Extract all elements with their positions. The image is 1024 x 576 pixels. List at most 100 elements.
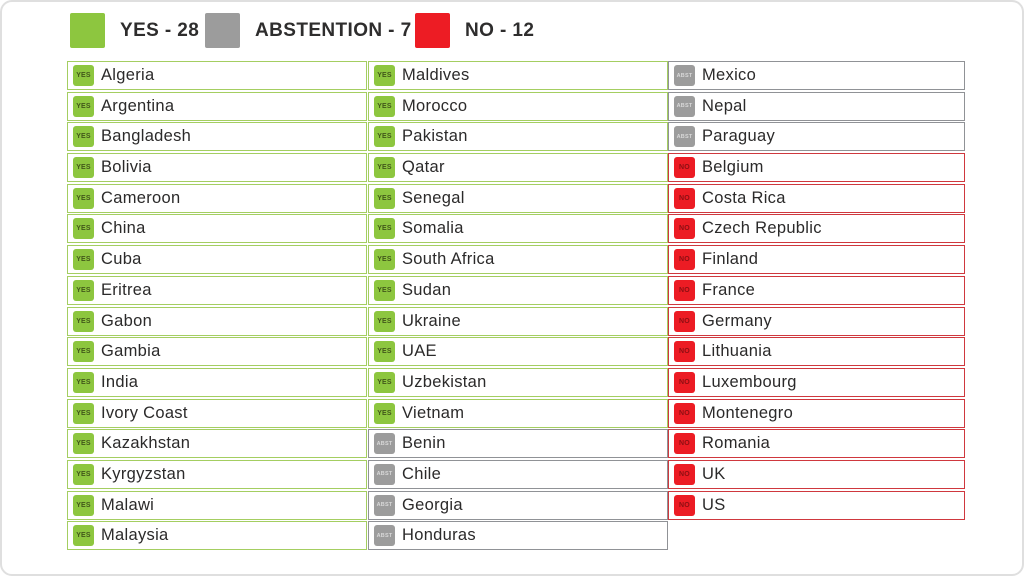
country-label: Nepal — [702, 96, 747, 115]
table-row: YES Uzbekistan — [368, 367, 668, 397]
legend-item-abstention: ABSTENTION - 7 — [205, 13, 412, 48]
table-row: NO Luxembourg — [668, 367, 965, 397]
table-row: YES Cuba — [67, 245, 367, 275]
table-row: YES Senegal — [368, 183, 668, 213]
table-row: YES China — [67, 214, 367, 244]
abst-vote-badge: ABST — [374, 525, 395, 547]
country-label: Algeria — [101, 66, 155, 84]
table-row: YES Kyrgyzstan — [67, 459, 367, 489]
no-color-swatch — [415, 13, 450, 48]
country-label: UK — [702, 464, 726, 483]
yes-vote-badge: YES — [374, 126, 395, 148]
country-label: Ukraine — [402, 311, 461, 330]
yes-vote-badge: YES — [73, 433, 94, 455]
table-row: YES Malaysia — [67, 521, 367, 551]
country-label: Cameroon — [101, 188, 181, 207]
yes-vote-badge: YES — [73, 65, 94, 86]
table-row: YES Pakistan — [368, 122, 668, 152]
country-label: Benin — [402, 434, 446, 453]
country-label: Gambia — [101, 342, 161, 361]
table-row: YES South Africa — [368, 245, 668, 275]
yes-vote-badge: YES — [73, 402, 94, 424]
table-row: NO Germany — [668, 306, 965, 336]
table-row: ABST Paraguay — [668, 122, 965, 152]
abst-vote-badge: ABST — [374, 463, 395, 485]
country-label: South Africa — [402, 250, 495, 269]
yes-vote-badge: YES — [73, 279, 94, 301]
yes-vote-badge: YES — [374, 402, 395, 424]
table-row: NO Costa Rica — [668, 183, 965, 213]
table-row: NO Finland — [668, 245, 965, 275]
yes-vote-badge: YES — [374, 218, 395, 240]
yes-vote-badge: YES — [374, 249, 395, 271]
yes-vote-badge: YES — [73, 341, 94, 363]
country-label: Senegal — [402, 188, 465, 207]
table-row: NO US — [668, 490, 965, 520]
table-row: YES Sudan — [368, 275, 668, 305]
yes-vote-badge: YES — [73, 463, 94, 485]
vote-column-1: YES Algeria YES Argentina YES Bangladesh YES Bo… — [67, 61, 367, 552]
country-label: Gabon — [101, 311, 153, 330]
table-row: ABST Benin — [368, 429, 668, 459]
vote-column-3: ABST Mexico ABST Nepal ABST Paraguay NO Belgium… — [668, 61, 965, 521]
table-row: YES Algeria — [67, 61, 367, 90]
yes-vote-badge: YES — [73, 525, 94, 547]
no-vote-badge: NO — [674, 187, 695, 209]
table-row: NO Lithuania — [668, 337, 965, 367]
yes-vote-badge: YES — [73, 249, 94, 271]
no-vote-badge: NO — [674, 249, 695, 271]
country-label: UAE — [402, 342, 437, 361]
legend-label-abstention: ABSTENTION - 7 — [255, 19, 412, 41]
country-label: Luxembourg — [702, 372, 797, 391]
table-row: YES India — [67, 367, 367, 397]
table-row: NO France — [668, 275, 965, 305]
legend: YES - 28 ABSTENTION - 7 NO - 12 — [0, 13, 1024, 49]
country-label: Kyrgyzstan — [101, 464, 186, 483]
table-row: ABST Georgia — [368, 490, 668, 520]
country-label: India — [101, 372, 139, 391]
table-row: NO Romania — [668, 429, 965, 459]
no-vote-badge: NO — [674, 402, 695, 424]
table-row: YES Kazakhstan — [67, 429, 367, 459]
yes-color-swatch — [70, 13, 105, 48]
table-row: YES Ukraine — [368, 306, 668, 336]
country-label: Georgia — [402, 495, 463, 514]
table-row: YES Gambia — [67, 337, 367, 367]
country-label: Uzbekistan — [402, 372, 487, 391]
yes-vote-badge: YES — [73, 371, 94, 393]
yes-vote-badge: YES — [73, 218, 94, 240]
country-label: Malawi — [101, 495, 155, 514]
country-label: Czech Republic — [702, 219, 822, 238]
country-label: Sudan — [402, 280, 452, 299]
country-label: Argentina — [101, 96, 175, 115]
no-vote-badge: NO — [674, 279, 695, 301]
abstention-color-swatch — [205, 13, 240, 48]
country-label: US — [702, 495, 726, 514]
country-label: Paraguay — [702, 127, 776, 146]
country-label: Somalia — [402, 219, 464, 238]
no-vote-badge: NO — [674, 371, 695, 393]
legend-item-yes: YES - 28 — [70, 13, 199, 48]
country-label: Maldives — [402, 66, 470, 84]
country-label: Kazakhstan — [101, 434, 191, 453]
table-row: YES Ivory Coast — [67, 398, 367, 428]
table-row: YES Somalia — [368, 214, 668, 244]
table-row: YES Qatar — [368, 153, 668, 183]
country-label: Malaysia — [101, 526, 169, 545]
abst-vote-badge: ABST — [674, 126, 695, 148]
table-row: NO Czech Republic — [668, 214, 965, 244]
yes-vote-badge: YES — [374, 371, 395, 393]
country-label: China — [101, 219, 146, 238]
table-row: YES Morocco — [368, 91, 668, 121]
no-vote-badge: NO — [674, 463, 695, 485]
country-label: Cuba — [101, 250, 142, 269]
country-label: Ivory Coast — [101, 403, 188, 422]
table-row: YES Malawi — [67, 490, 367, 520]
country-label: Honduras — [402, 526, 476, 545]
legend-label-no: NO - 12 — [465, 19, 535, 41]
no-vote-badge: NO — [674, 157, 695, 179]
country-label: Morocco — [402, 96, 468, 115]
yes-vote-badge: YES — [73, 126, 94, 148]
yes-vote-badge: YES — [374, 310, 395, 332]
country-label: Vietnam — [402, 403, 465, 422]
